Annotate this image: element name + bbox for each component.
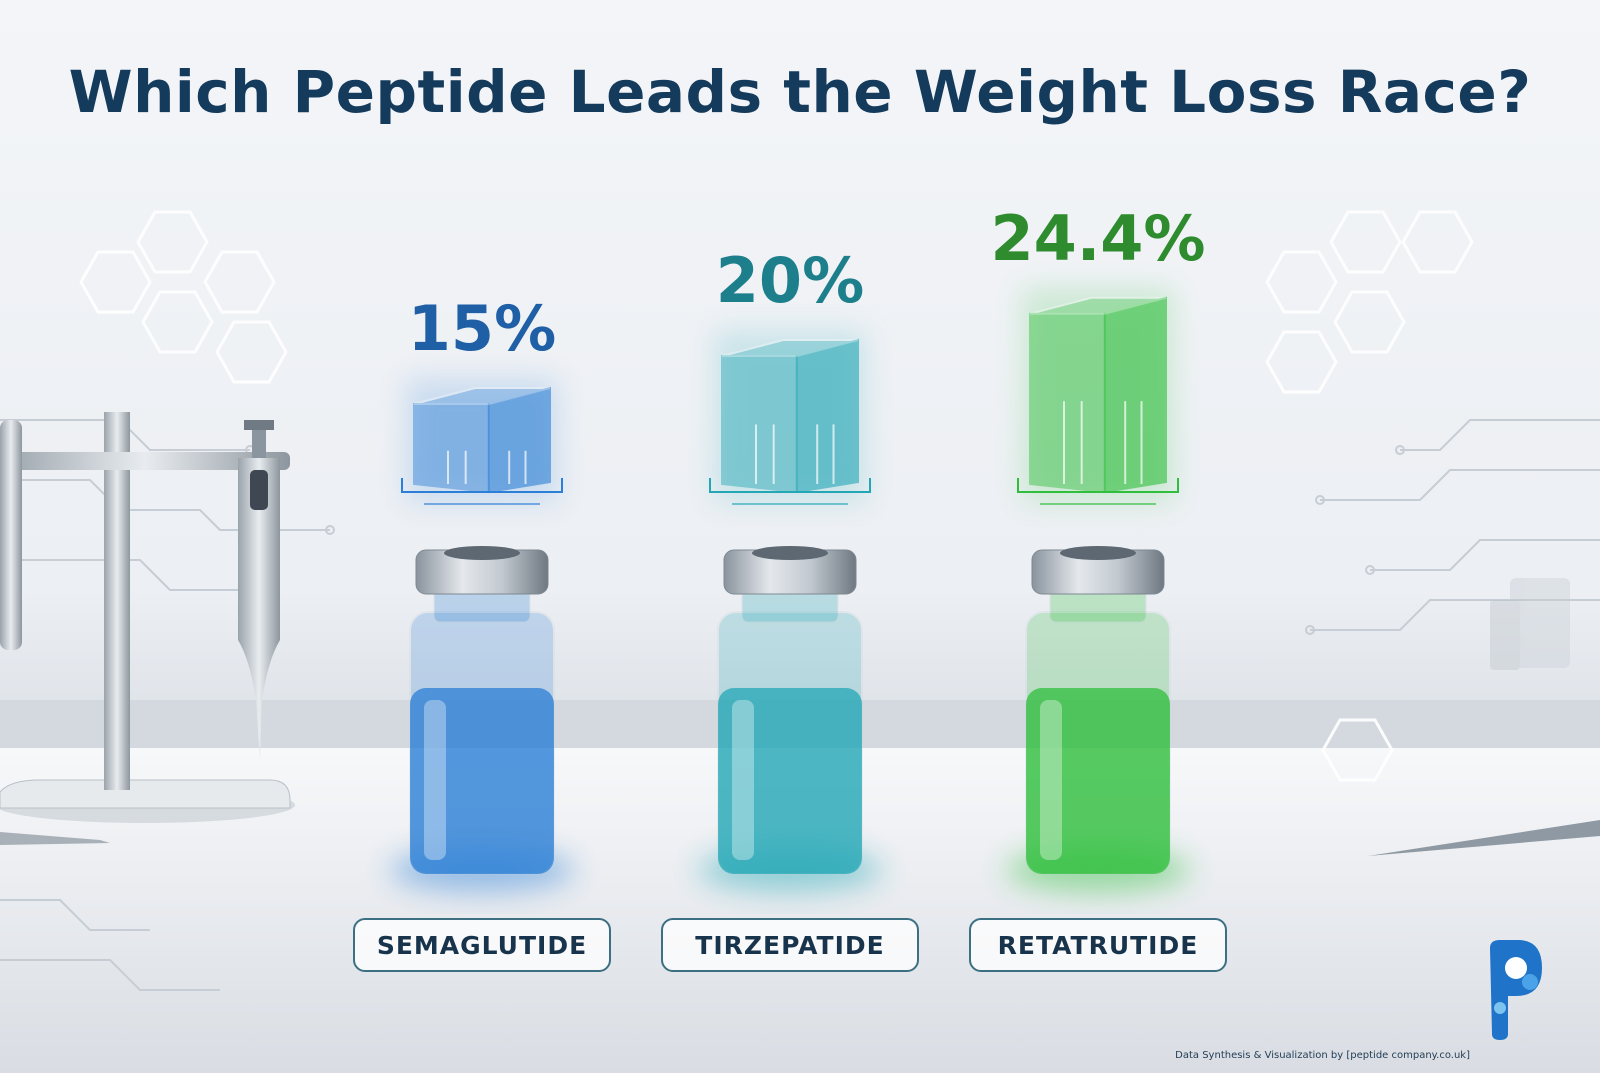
category-label-tirzepatide: TIRZEPATIDE <box>661 918 919 972</box>
background-glassware <box>1490 578 1570 670</box>
bar-retatrutide <box>1017 287 1179 505</box>
tweezers-right <box>1368 820 1600 856</box>
credit-text: Data Synthesis & Visualization by [pepti… <box>1175 1050 1470 1061</box>
value-label-semaglutide: 15% <box>407 292 557 365</box>
value-label-retatrutide: 24.4% <box>990 201 1206 275</box>
circuit-lines-right <box>1305 419 1600 635</box>
hexagon-pattern-left <box>79 210 288 384</box>
vial-semaglutide <box>390 546 574 892</box>
hexagon-pattern-right <box>1265 210 1474 782</box>
chart-layer <box>390 287 1190 892</box>
company-logo <box>1490 940 1542 1040</box>
tweezers-left <box>0 832 110 845</box>
vial-tirzepatide <box>698 546 882 892</box>
value-label-tirzepatide: 20% <box>715 244 865 317</box>
category-label-retatrutide: RETATRUTIDE <box>969 918 1227 972</box>
chart-title: Which Peptide Leads the Weight Loss Race… <box>68 58 1532 126</box>
vial-retatrutide <box>1006 546 1190 892</box>
bar-tirzepatide <box>709 330 871 505</box>
category-label-semaglutide: SEMAGLUTIDE <box>353 918 611 972</box>
bar-semaglutide <box>401 378 563 505</box>
pipette-stand <box>0 412 295 823</box>
